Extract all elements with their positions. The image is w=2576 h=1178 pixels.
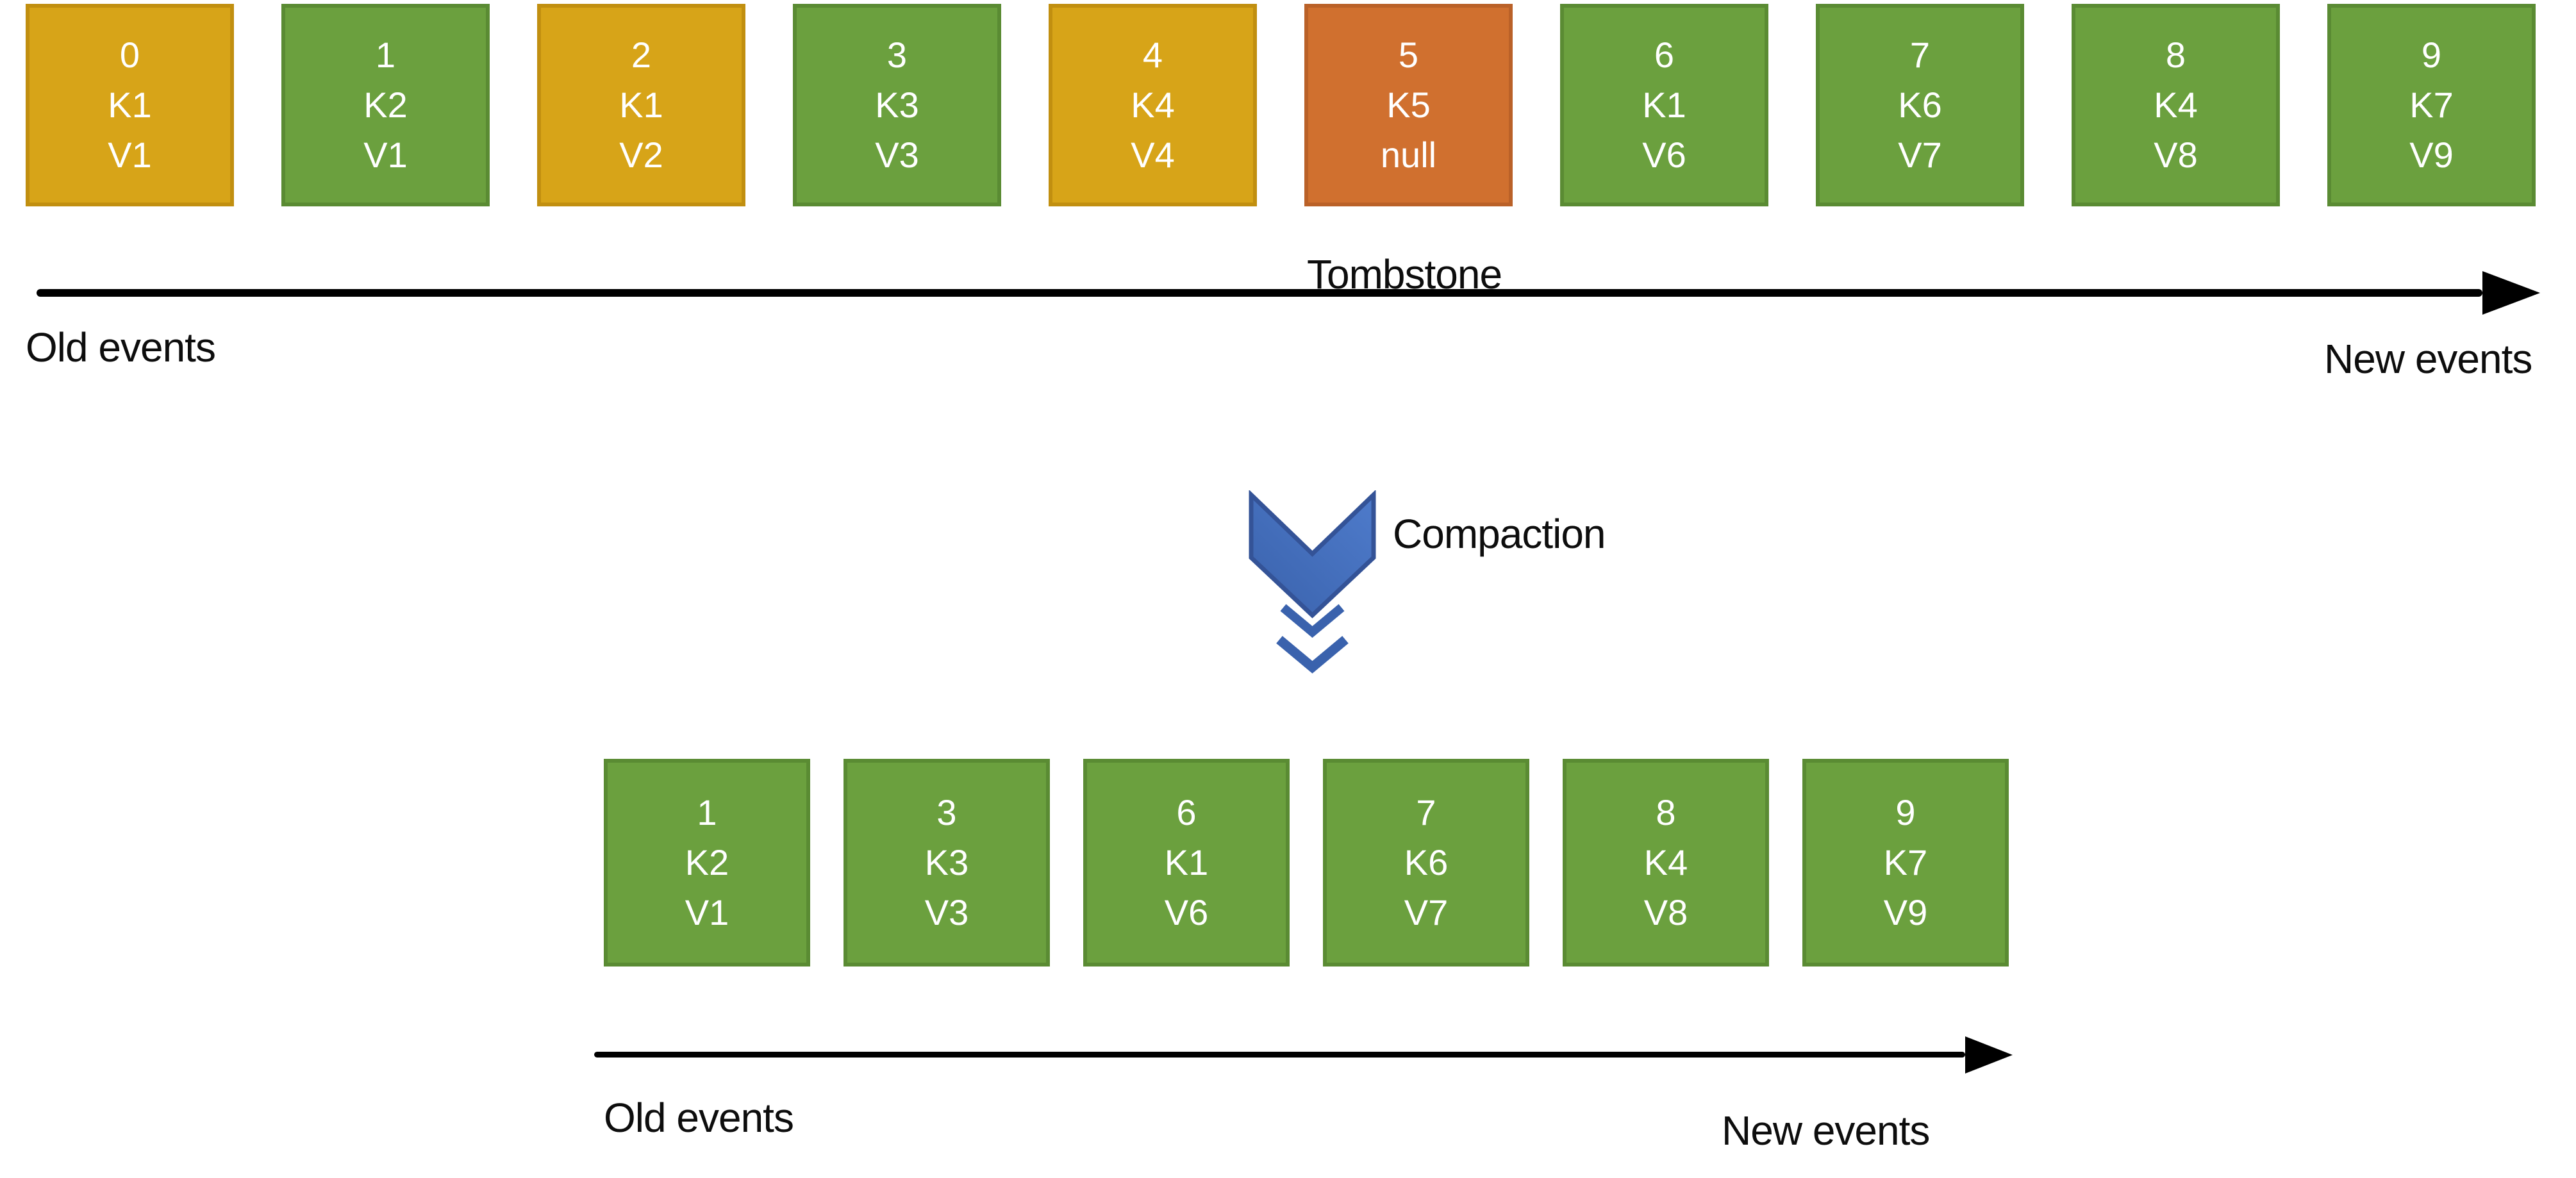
compaction-label: Compaction [1393, 511, 1606, 557]
event-key: K4 [2154, 85, 2198, 125]
event-key: K7 [2409, 85, 2454, 125]
event-record: 6 K1 V6 [1560, 4, 1768, 206]
arrowhead-icon [1965, 1036, 2013, 1074]
old-events-label: Old events [604, 1095, 794, 1141]
event-record: 9 K7 V9 [1802, 759, 2009, 966]
event-value: V1 [363, 135, 408, 175]
arrowhead-icon [2482, 271, 2540, 315]
event-key: K5 [1386, 85, 1431, 125]
event-key: K1 [108, 85, 152, 125]
event-log-before: 0 K1 V1 1 K2 V1 2 K1 V2 3 K3 V3 4 K4 V4 … [26, 4, 2536, 206]
event-key: K6 [1404, 842, 1449, 883]
timeline-line-before [37, 289, 2482, 297]
event-value: V9 [2409, 135, 2454, 175]
event-key: K1 [1642, 85, 1686, 125]
event-offset: 7 [1909, 35, 1931, 75]
event-value: V8 [2154, 135, 2198, 175]
event-value: V3 [875, 135, 919, 175]
timeline-line-after [594, 1052, 1965, 1058]
event-key: K6 [1898, 85, 1942, 125]
event-record: 6 K1 V6 [1083, 759, 1290, 966]
event-offset: 4 [1142, 35, 1163, 75]
event-value: V1 [108, 135, 152, 175]
event-record: 3 K3 V3 [793, 4, 1001, 206]
event-offset: 9 [2421, 35, 2442, 75]
event-value: V6 [1642, 135, 1686, 175]
event-offset: 5 [1398, 35, 1419, 75]
event-key: K7 [1883, 842, 1928, 883]
event-key: K1 [619, 85, 663, 125]
event-record: 2 K1 V2 [537, 4, 745, 206]
event-offset: 1 [375, 35, 396, 75]
event-key: K3 [875, 85, 919, 125]
event-value: V2 [619, 135, 663, 175]
event-offset: 3 [886, 35, 908, 75]
event-record: 3 K3 V3 [843, 759, 1050, 966]
event-record: 7 K6 V7 [1323, 759, 1529, 966]
event-record: 1 K2 V1 [604, 759, 810, 966]
new-events-label: New events [2324, 336, 2532, 382]
event-record: 4 K4 V4 [1049, 4, 1257, 206]
event-value: null [1380, 135, 1437, 175]
new-events-label: New events [1722, 1107, 1930, 1154]
event-key: K2 [685, 842, 729, 883]
event-value: V8 [1643, 892, 1688, 933]
event-offset: 9 [1895, 792, 1916, 833]
event-value: V6 [1164, 892, 1209, 933]
event-offset: 2 [631, 35, 652, 75]
event-record: 9 K7 V9 [2327, 4, 2536, 206]
event-offset: 1 [697, 792, 717, 833]
event-record: 8 K4 V8 [2072, 4, 2280, 206]
event-offset: 7 [1416, 792, 1436, 833]
event-key: K4 [1643, 842, 1688, 883]
event-offset: 8 [2165, 35, 2186, 75]
event-value: V7 [1898, 135, 1942, 175]
event-value: V3 [924, 892, 969, 933]
old-events-label: Old events [26, 324, 216, 370]
event-record: 1 K2 V1 [281, 4, 490, 206]
compaction-chevron-down-icon [1249, 490, 1376, 674]
event-value: V7 [1404, 892, 1449, 933]
event-value: V9 [1883, 892, 1928, 933]
event-record-tombstone: 5 K5 null [1304, 4, 1513, 206]
event-value: V4 [1131, 135, 1175, 175]
event-offset: 6 [1176, 792, 1197, 833]
event-offset: 3 [936, 792, 957, 833]
event-key: K4 [1131, 85, 1175, 125]
event-key: K1 [1164, 842, 1209, 883]
event-offset: 6 [1654, 35, 1675, 75]
event-log-after: 1 K2 V1 3 K3 V3 6 K1 V6 7 K6 V7 8 K4 V8 … [604, 759, 2009, 966]
event-key: K2 [363, 85, 408, 125]
event-offset: 8 [1656, 792, 1676, 833]
event-record: 8 K4 V8 [1563, 759, 1769, 966]
event-offset: 0 [119, 35, 140, 75]
event-key: K3 [924, 842, 969, 883]
event-value: V1 [685, 892, 729, 933]
event-record: 0 K1 V1 [26, 4, 234, 206]
event-record: 7 K6 V7 [1816, 4, 2024, 206]
